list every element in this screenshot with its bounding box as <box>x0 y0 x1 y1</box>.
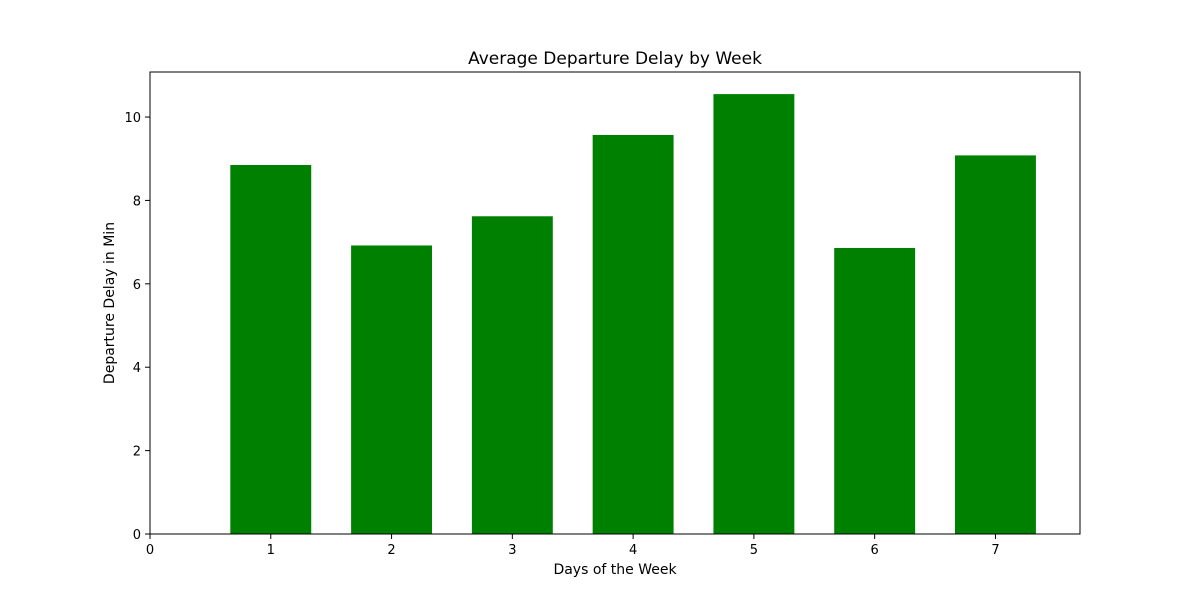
y-tick-label: 4 <box>133 361 141 376</box>
bar-day-7 <box>954 155 1036 535</box>
y-axis-ticks: 0 2 4 6 8 10 <box>124 111 150 543</box>
x-tick-label: 5 <box>750 543 758 558</box>
y-tick-label: 10 <box>124 111 141 126</box>
bars-group <box>230 94 1036 535</box>
x-axis-label: Days of the Week <box>553 562 677 578</box>
bar-day-3 <box>471 216 553 534</box>
y-tick-label: 2 <box>133 445 141 460</box>
bar-day-5 <box>713 94 795 535</box>
y-axis-label: Departure Delay in Min <box>102 222 118 384</box>
chart-title: Average Departure Delay by Week <box>468 49 762 69</box>
x-tick-label: 7 <box>991 543 999 558</box>
y-tick-label: 8 <box>133 194 141 209</box>
x-tick-label: 0 <box>146 543 154 558</box>
y-tick-label: 6 <box>133 278 141 293</box>
bar-day-2 <box>351 245 433 534</box>
x-tick-label: 3 <box>508 543 516 558</box>
plot-frame <box>149 71 1081 535</box>
x-tick-label: 6 <box>871 543 879 558</box>
x-tick-label: 4 <box>629 543 637 558</box>
bar-day-4 <box>592 134 674 534</box>
bar-day-1 <box>230 164 312 534</box>
y-tick-label: 0 <box>133 528 141 543</box>
bar-day-6 <box>834 247 916 535</box>
x-axis-ticks: 0 1 2 3 4 5 6 7 <box>146 534 1000 558</box>
x-tick-label: 2 <box>387 543 395 558</box>
x-tick-label: 1 <box>267 543 275 558</box>
